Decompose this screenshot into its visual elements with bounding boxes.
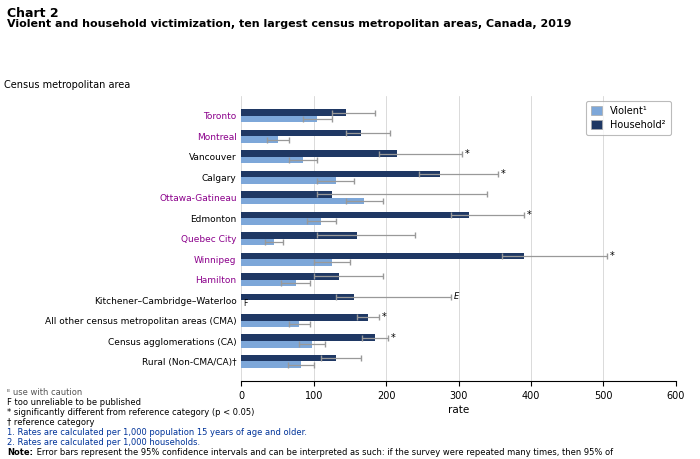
Bar (241, 171, 440, 177)
Bar (241, 157, 303, 163)
Text: F: F (243, 299, 247, 308)
Text: * significantly different from reference category (p < 0.05): * significantly different from reference… (7, 408, 254, 417)
Bar (241, 116, 317, 123)
Text: 2. Rates are calculated per 1,000 households.: 2. Rates are calculated per 1,000 househ… (7, 438, 200, 448)
Bar (241, 273, 339, 280)
Text: † reference category: † reference category (7, 418, 94, 427)
Text: Violent and household victimization, ten largest census metropolitan areas, Cana: Violent and household victimization, ten… (7, 19, 571, 29)
Bar (241, 362, 301, 368)
Bar (241, 259, 332, 266)
Bar (241, 136, 278, 143)
Bar (241, 177, 335, 184)
Bar (241, 355, 335, 362)
Bar (241, 212, 469, 218)
Bar (241, 232, 357, 239)
Text: E: E (454, 292, 459, 301)
Text: *: * (526, 210, 531, 220)
Bar (241, 239, 274, 245)
Bar (241, 294, 354, 300)
Text: *: * (501, 169, 506, 179)
Bar (241, 150, 397, 157)
Text: Error bars represent the 95% confidence intervals and can be interpreted as such: Error bars represent the 95% confidence … (34, 448, 612, 458)
Bar (241, 320, 300, 327)
Bar (241, 252, 524, 259)
Bar (241, 335, 375, 341)
Text: Census metropolitan area: Census metropolitan area (4, 79, 130, 90)
X-axis label: rate: rate (448, 405, 469, 415)
Bar (241, 109, 346, 116)
Bar (241, 341, 312, 347)
Text: F too unreliable to be published: F too unreliable to be published (7, 398, 141, 407)
Text: ᴱ use with caution: ᴱ use with caution (7, 388, 83, 397)
Bar (241, 218, 321, 225)
Text: 1. Rates are calculated per 1,000 population 15 years of age and older.: 1. Rates are calculated per 1,000 popula… (7, 428, 307, 437)
Text: *: * (610, 251, 615, 261)
Bar (241, 191, 332, 198)
Bar (241, 314, 368, 320)
Text: Note:: Note: (7, 448, 33, 458)
Text: *: * (382, 312, 386, 322)
Legend: Violent¹, Household²: Violent¹, Household² (586, 101, 671, 135)
Text: *: * (465, 149, 470, 158)
Bar (241, 198, 365, 204)
Text: *: * (391, 333, 396, 343)
Bar (241, 130, 361, 136)
Text: Chart 2: Chart 2 (7, 7, 59, 20)
Bar (241, 280, 295, 286)
